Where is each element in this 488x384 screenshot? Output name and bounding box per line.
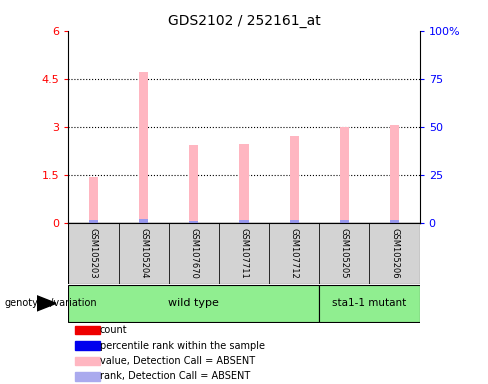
Bar <box>319 285 420 322</box>
Text: GSM105204: GSM105204 <box>139 228 148 279</box>
Bar <box>75 341 100 350</box>
Bar <box>169 223 219 284</box>
Text: wild type: wild type <box>168 298 219 308</box>
Text: percentile rank within the sample: percentile rank within the sample <box>100 341 265 351</box>
Text: genotype/variation: genotype/variation <box>5 298 98 308</box>
Bar <box>340 127 349 223</box>
Text: GSM105203: GSM105203 <box>89 228 98 279</box>
Bar <box>390 220 399 223</box>
Text: GSM105206: GSM105206 <box>390 228 399 279</box>
Polygon shape <box>37 296 56 311</box>
Bar <box>119 223 169 284</box>
Bar <box>68 285 319 322</box>
Bar <box>75 372 100 381</box>
Bar <box>240 220 248 223</box>
Title: GDS2102 / 252161_at: GDS2102 / 252161_at <box>167 14 321 28</box>
Bar <box>240 144 248 223</box>
Bar <box>189 221 198 223</box>
Bar <box>75 357 100 365</box>
Bar <box>290 220 299 223</box>
Bar <box>68 223 119 284</box>
Text: GSM105205: GSM105205 <box>340 228 349 279</box>
Text: value, Detection Call = ABSENT: value, Detection Call = ABSENT <box>100 356 255 366</box>
Text: rank, Detection Call = ABSENT: rank, Detection Call = ABSENT <box>100 371 250 381</box>
Text: GSM107711: GSM107711 <box>240 228 248 279</box>
Text: GSM107712: GSM107712 <box>290 228 299 279</box>
Text: sta1-1 mutant: sta1-1 mutant <box>332 298 407 308</box>
Text: GSM107670: GSM107670 <box>189 228 198 279</box>
Bar <box>189 145 198 223</box>
Text: count: count <box>100 325 127 335</box>
Bar <box>139 72 148 223</box>
Bar <box>219 223 269 284</box>
Bar <box>319 223 369 284</box>
Bar <box>139 219 148 223</box>
Bar <box>89 220 98 223</box>
Bar <box>269 223 319 284</box>
Bar <box>340 220 349 223</box>
Bar <box>75 326 100 334</box>
Bar <box>369 223 420 284</box>
Bar <box>390 126 399 223</box>
Bar <box>89 177 98 223</box>
Bar <box>290 136 299 223</box>
